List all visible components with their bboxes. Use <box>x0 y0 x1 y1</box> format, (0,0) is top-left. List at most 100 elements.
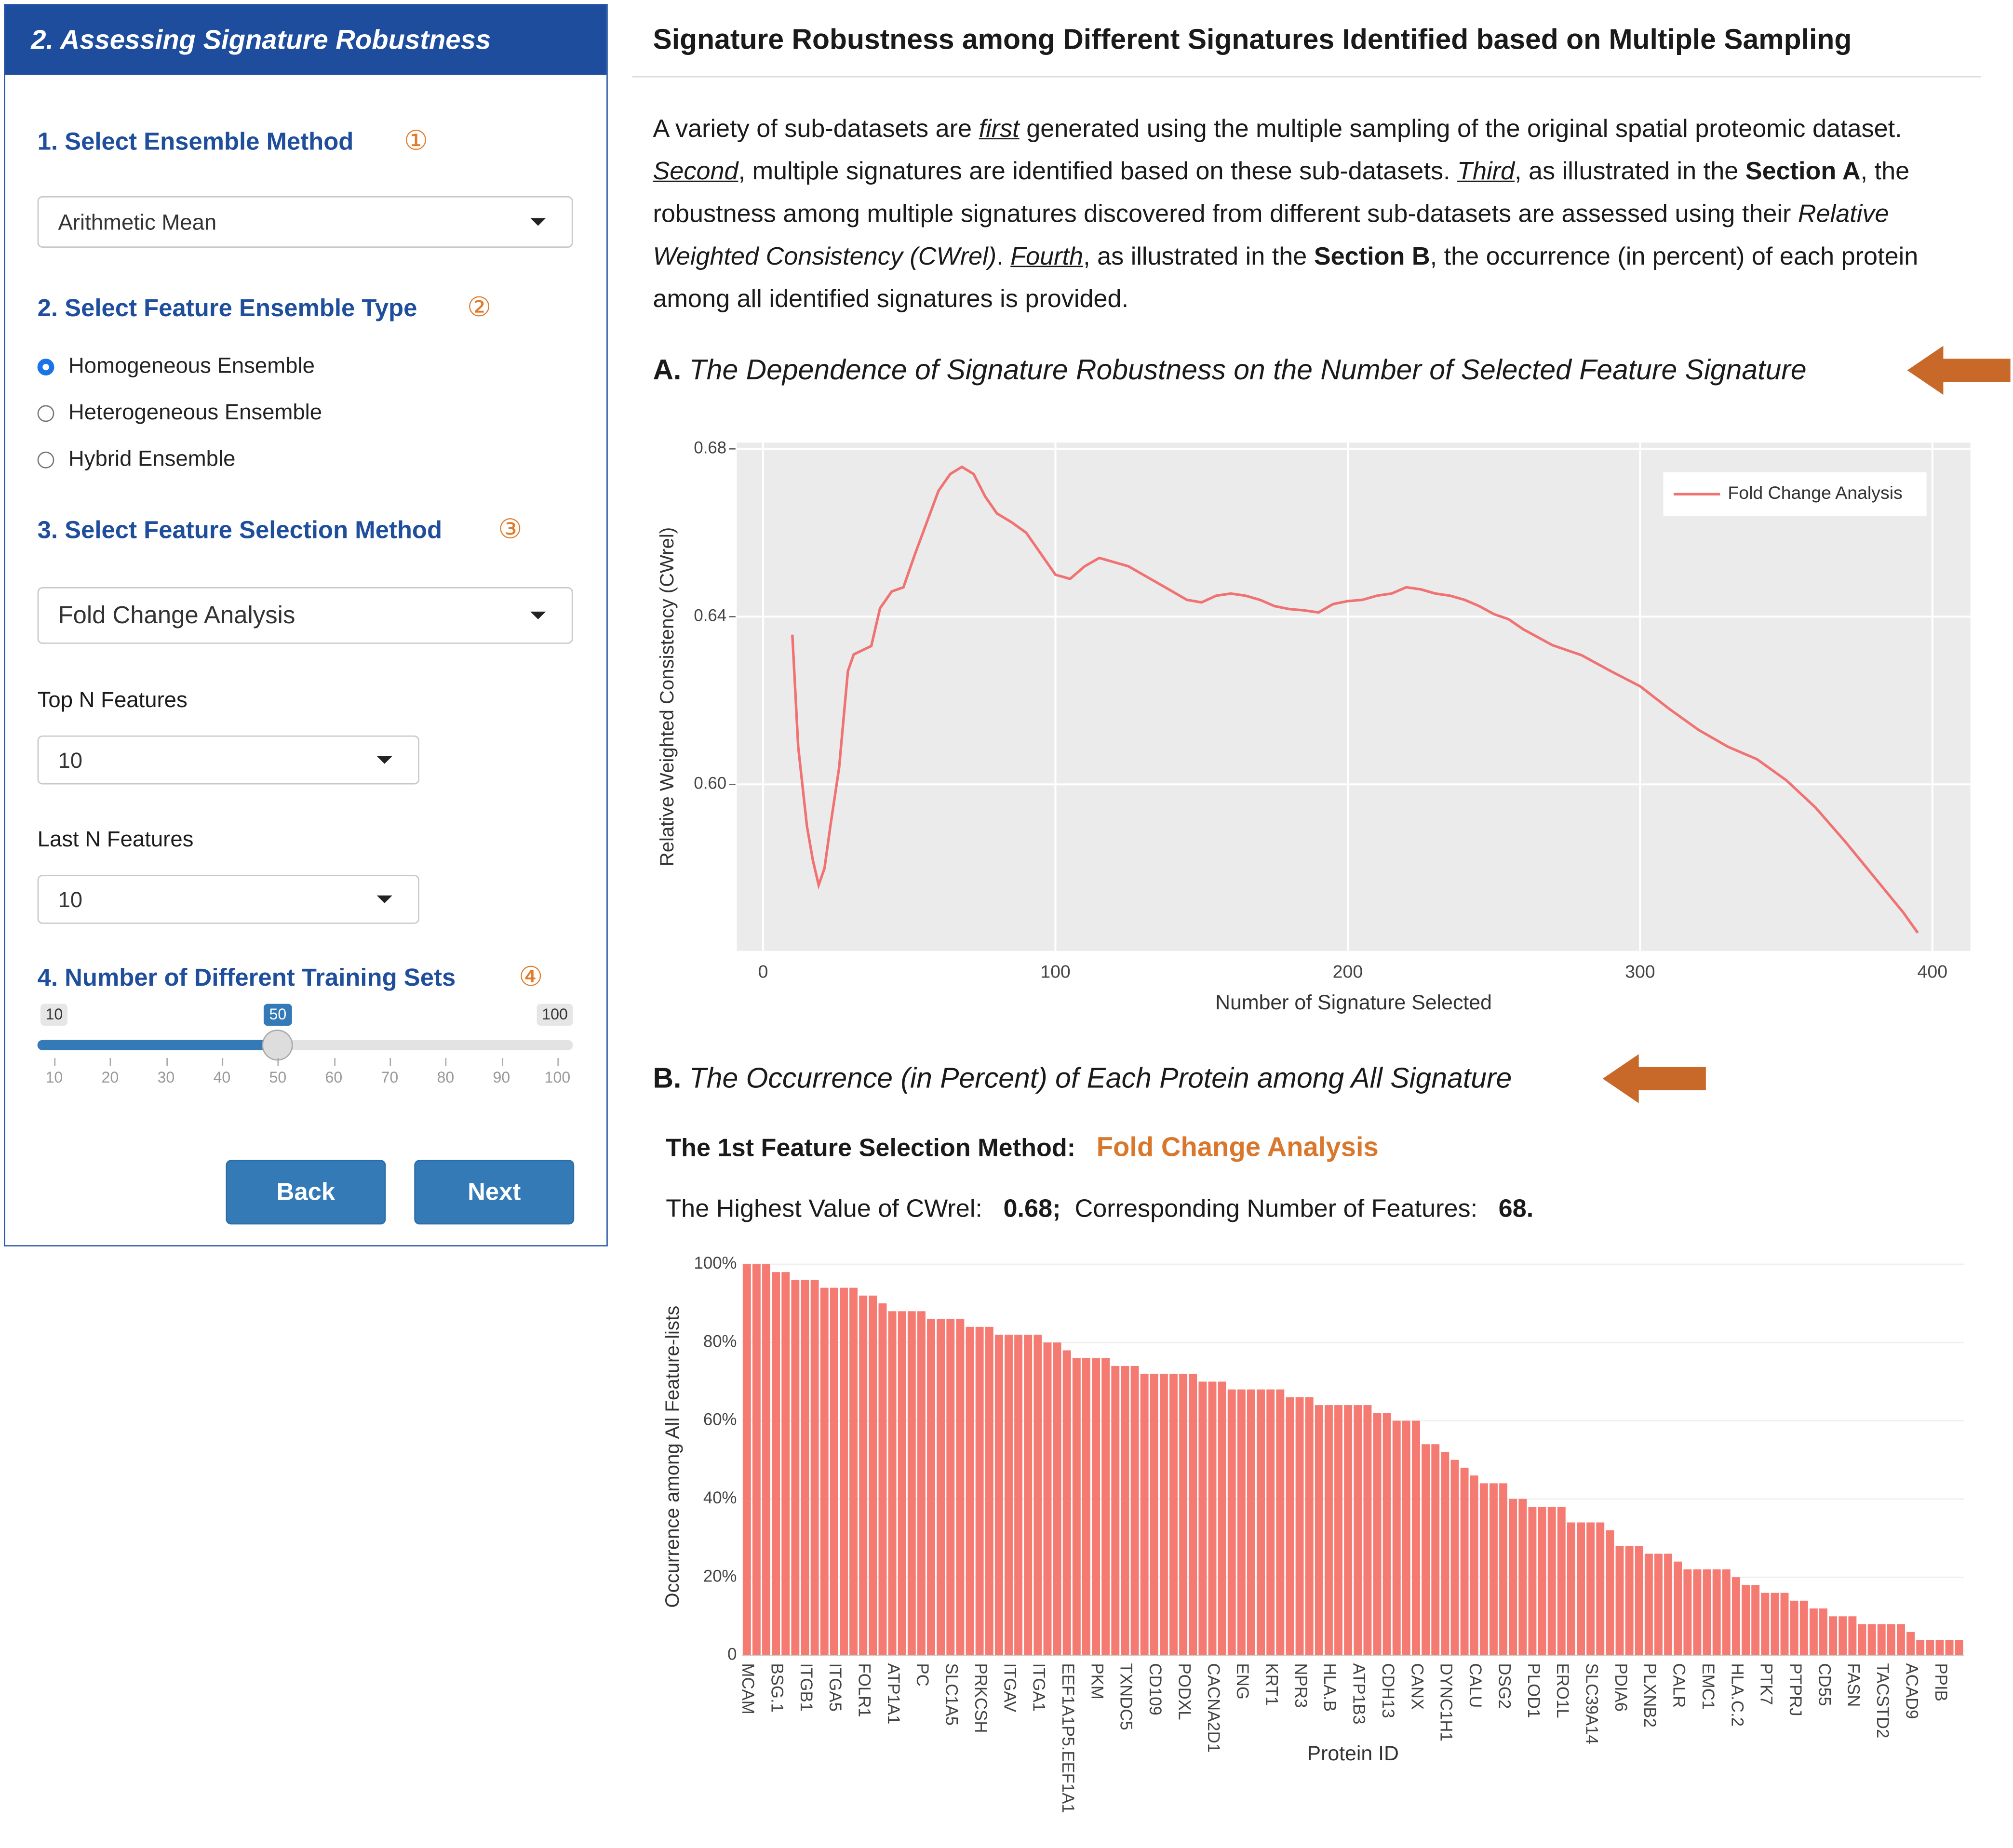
method-dropdown[interactable]: Fold Change Analysis <box>37 587 573 644</box>
bar <box>1460 1467 1469 1656</box>
bar <box>1014 1335 1023 1656</box>
bar <box>1189 1374 1197 1656</box>
text: generated using the multiple sampling of… <box>1019 115 1902 144</box>
bar <box>1402 1420 1410 1656</box>
y-tick-label: 80% <box>703 1332 737 1351</box>
bar <box>1422 1444 1430 1656</box>
bar <box>1683 1569 1692 1656</box>
x-tick-label: TACSTD2 <box>1873 1663 1892 1739</box>
x-tick-label: ITGA5 <box>826 1663 844 1712</box>
y-tick-label: 20% <box>703 1567 737 1585</box>
bar <box>907 1311 916 1656</box>
sidebar-title: 2. Assessing Signature Robustness <box>31 26 491 56</box>
bar <box>1441 1452 1449 1656</box>
x-tick-label: EMC1 <box>1699 1663 1717 1710</box>
slider-tick-label: 100 <box>544 1068 571 1086</box>
slider-tick <box>110 1058 112 1066</box>
bar <box>1024 1335 1033 1656</box>
x-tick-label: CALR <box>1670 1663 1688 1708</box>
bar <box>1198 1381 1207 1656</box>
radio[interactable] <box>37 359 54 375</box>
x-tick-label: SLC1A5 <box>942 1663 961 1726</box>
bar <box>752 1264 761 1656</box>
bar <box>1538 1507 1546 1656</box>
bar <box>1935 1640 1944 1656</box>
ensemble-dropdown[interactable]: Arithmetic Mean <box>37 196 573 248</box>
cwrel-line: The Highest Value of CWrel: 0.68; Corres… <box>666 1192 1533 1226</box>
bar <box>966 1326 974 1656</box>
slider-tick-label: 60 <box>325 1068 343 1086</box>
legend-label: Fold Change Analysis <box>1728 482 1902 503</box>
bar <box>1344 1405 1353 1656</box>
x-tick-label: 300 <box>1625 961 1655 981</box>
x-tick-label: PLOD1 <box>1524 1663 1543 1718</box>
bar <box>1742 1585 1750 1656</box>
y-axis-title: Relative Weighted Consistency (CWrel) <box>656 527 678 866</box>
bar <box>1159 1374 1168 1656</box>
radio[interactable] <box>37 451 54 469</box>
method-name: Fold Change Analysis <box>1096 1133 1379 1163</box>
step-marker: ③ <box>498 515 523 545</box>
slider-tick <box>222 1058 224 1066</box>
text: , as illustrated in the <box>1515 157 1745 186</box>
bar <box>1286 1397 1294 1656</box>
bar <box>1179 1374 1188 1656</box>
sidebar-panel <box>4 4 608 1246</box>
section-title: The Occurrence (in Percent) of Each Prot… <box>689 1062 1512 1095</box>
dropdown-text: Arithmetic Mean <box>58 210 217 235</box>
text: Fourth <box>1010 242 1084 271</box>
text: , as illustrated in the <box>1083 242 1314 271</box>
bar <box>859 1295 868 1656</box>
bar <box>791 1280 800 1656</box>
text: A variety of sub-datasets are <box>653 115 979 144</box>
slider-value: 50 <box>264 1004 292 1026</box>
slider-tick-label: 30 <box>157 1068 175 1086</box>
bar <box>1295 1397 1304 1656</box>
slider-handle[interactable] <box>262 1030 294 1061</box>
bar <box>985 1326 993 1656</box>
bar <box>1431 1444 1440 1656</box>
x-tick-label: PLXNB2 <box>1640 1663 1659 1727</box>
section-letter: A. <box>653 353 682 386</box>
label: Corresponding Number of Features: <box>1074 1194 1478 1223</box>
slider-tick-label: 90 <box>493 1068 510 1086</box>
bar <box>1771 1593 1779 1656</box>
next-button[interactable]: Next <box>414 1160 575 1225</box>
bar <box>1858 1624 1866 1656</box>
bar <box>1101 1358 1110 1656</box>
text: Relative Weighted Consistency (CWrel) <box>653 200 1889 271</box>
x-tick-label: TXNDC5 <box>1117 1663 1135 1730</box>
slider-tick-label: 10 <box>45 1068 63 1086</box>
caret <box>376 895 392 903</box>
bar-chart: 0 20% 40% 60% 80% 100% MCAM BSG.1 ITGB1 ITGA5 FOLR… <box>661 1254 1964 1813</box>
dropdown-text: 10 <box>58 748 83 773</box>
top-n-dropdown[interactable]: 10 <box>37 735 419 785</box>
field-label: Last N Features <box>37 827 194 852</box>
x-tick-label: CANX <box>1408 1663 1426 1710</box>
radio[interactable] <box>37 405 54 422</box>
bar <box>1150 1374 1158 1656</box>
bar <box>1790 1600 1798 1656</box>
bar <box>1479 1483 1488 1656</box>
value: 68. <box>1498 1194 1534 1223</box>
bar <box>801 1280 809 1656</box>
x-tick-label: PC <box>913 1663 931 1687</box>
x-tick-label: 0 <box>758 961 768 981</box>
bar <box>1528 1507 1537 1656</box>
bar <box>1315 1405 1323 1656</box>
bar <box>1809 1608 1818 1656</box>
bar <box>1780 1593 1789 1656</box>
slider-tick <box>278 1058 280 1066</box>
slider[interactable]: 10 100 50 10 20 30 40 50 60 70 80 90 100 <box>37 1001 573 1094</box>
bar <box>1731 1577 1740 1656</box>
bar <box>1169 1374 1178 1656</box>
step-marker: ④ <box>519 962 543 992</box>
bar <box>994 1335 1003 1656</box>
bar <box>1955 1640 1963 1656</box>
x-tick-label: HLA.B <box>1320 1663 1339 1712</box>
last-n-dropdown[interactable]: 10 <box>37 874 419 924</box>
arrow-shape <box>1907 346 2011 395</box>
bar <box>1373 1413 1382 1656</box>
back-button[interactable]: Back <box>226 1160 386 1225</box>
bar <box>1005 1335 1013 1656</box>
